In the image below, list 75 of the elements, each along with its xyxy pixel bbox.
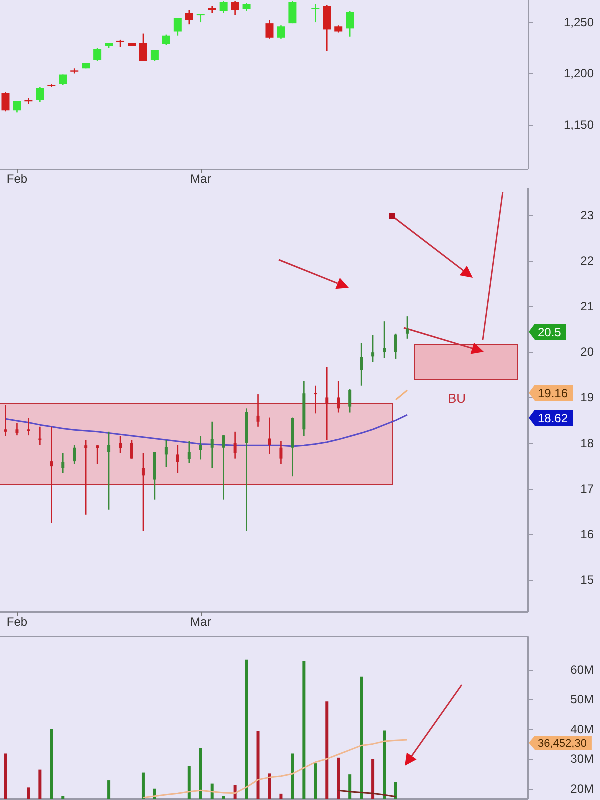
text: 36,452,30	[538, 738, 587, 750]
candlestick	[199, 436, 202, 460]
candlestick	[394, 333, 398, 360]
candlestick	[372, 334, 375, 363]
line-series	[338, 790, 397, 798]
y-tick-label: 16	[580, 527, 594, 542]
candlestick	[210, 421, 214, 470]
candlestick	[174, 18, 182, 36]
candlestick	[162, 34, 170, 46]
candlestick	[62, 452, 65, 474]
candlestick	[231, 0, 240, 16]
text: 18.62	[538, 411, 568, 426]
text: 19.16	[538, 386, 568, 400]
x-tick-label: Feb	[6, 615, 28, 629]
candlestick	[326, 366, 329, 441]
candlestick	[277, 24, 286, 40]
candlestick	[185, 10, 194, 26]
y-tick-label: 23	[580, 208, 594, 222]
candlestick	[50, 426, 54, 524]
x-tick-label: Mar	[190, 172, 212, 186]
candlestick	[266, 20, 274, 40]
annotation: BU	[448, 391, 466, 406]
candlestick	[16, 422, 19, 436]
candlestick	[348, 388, 352, 414]
candlestick	[150, 50, 159, 62]
y-tick-label: 40M	[570, 722, 594, 736]
y-tick-label: 1,150	[564, 118, 594, 132]
candlestick	[94, 47, 102, 62]
y-tick-label: 30M	[570, 752, 594, 766]
candlestick	[139, 33, 148, 62]
candlestick	[84, 439, 88, 516]
x-tick-label: Mar	[190, 615, 212, 629]
y-tick-label: 17	[580, 482, 594, 496]
y-tick-label: 19	[580, 390, 594, 405]
candlestick	[222, 434, 226, 500]
candlestick	[36, 86, 44, 104]
candlestick	[323, 4, 332, 52]
candlestick	[27, 418, 30, 436]
candlestick	[2, 92, 10, 112]
y-tick-label: 60M	[570, 662, 594, 677]
candlestick	[119, 436, 122, 454]
candlestick	[360, 342, 364, 387]
y-tick-label: 20	[580, 345, 594, 360]
y-tick-label: 18	[580, 436, 594, 450]
y-tick-label: 21	[580, 300, 594, 314]
candlestick	[383, 320, 386, 359]
y-tick-label: 1,200	[564, 66, 594, 81]
candlestick	[96, 444, 100, 465]
y-tick-label: 1,250	[564, 16, 594, 30]
candlestick	[312, 3, 320, 24]
candlestick	[108, 431, 111, 511]
candlestick	[346, 10, 354, 38]
x-tick-label: Feb	[6, 172, 28, 186]
candlestick	[130, 439, 134, 460]
candlestick	[280, 440, 283, 465]
candlestick	[337, 380, 340, 414]
candlestick	[288, 0, 297, 24]
candlestick	[73, 444, 76, 465]
candlestick	[314, 385, 318, 414]
candlestick	[176, 444, 180, 474]
y-tick-label: 15	[580, 573, 594, 588]
y-tick-label: 20M	[570, 782, 594, 796]
candlestick	[142, 452, 145, 532]
candlestick	[234, 431, 237, 460]
candlestick	[406, 316, 409, 340]
y-tick-label: 50M	[570, 692, 594, 707]
candlestick	[164, 439, 168, 468]
candlestick	[4, 404, 8, 438]
candlestick	[188, 440, 191, 464]
candlestick	[256, 394, 260, 428]
y-tick-label: 22	[580, 254, 594, 268]
line-series	[142, 739, 408, 799]
candlestick	[220, 0, 228, 14]
candlestick	[268, 417, 272, 455]
text: 20.5	[538, 325, 562, 340]
